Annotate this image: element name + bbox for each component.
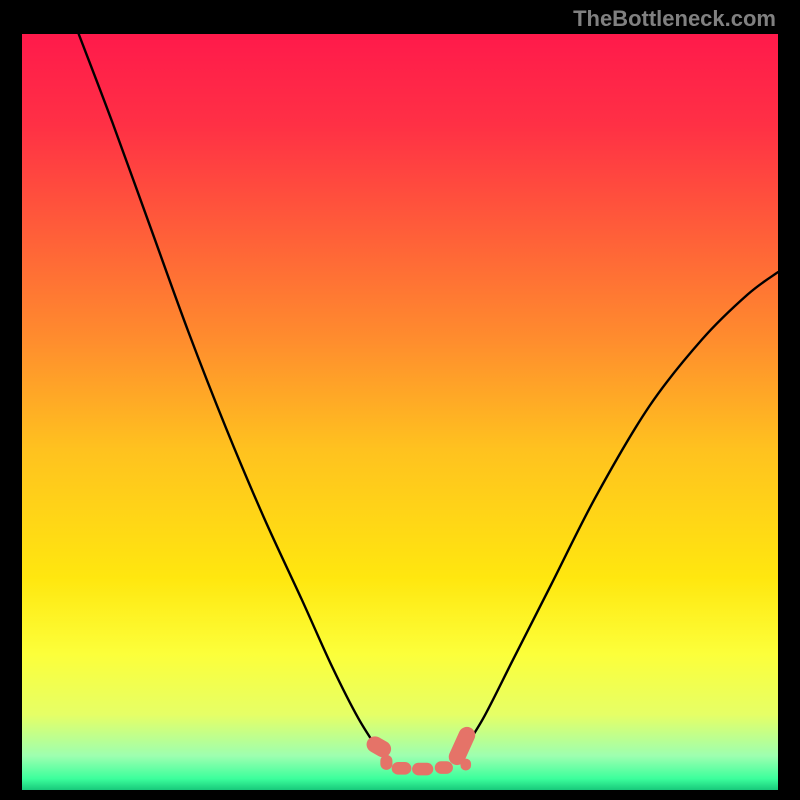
curve-layer	[22, 34, 778, 778]
valley-markers	[364, 724, 478, 775]
valley-marker	[392, 762, 412, 775]
chart-frame: TheBottleneck.com	[0, 0, 800, 800]
watermark-text: TheBottleneck.com	[573, 6, 776, 32]
valley-marker	[460, 759, 471, 771]
plot-area	[22, 34, 778, 778]
valley-marker	[412, 763, 433, 776]
v-curve	[79, 34, 778, 754]
valley-marker	[435, 761, 453, 774]
valley-marker	[380, 755, 392, 770]
